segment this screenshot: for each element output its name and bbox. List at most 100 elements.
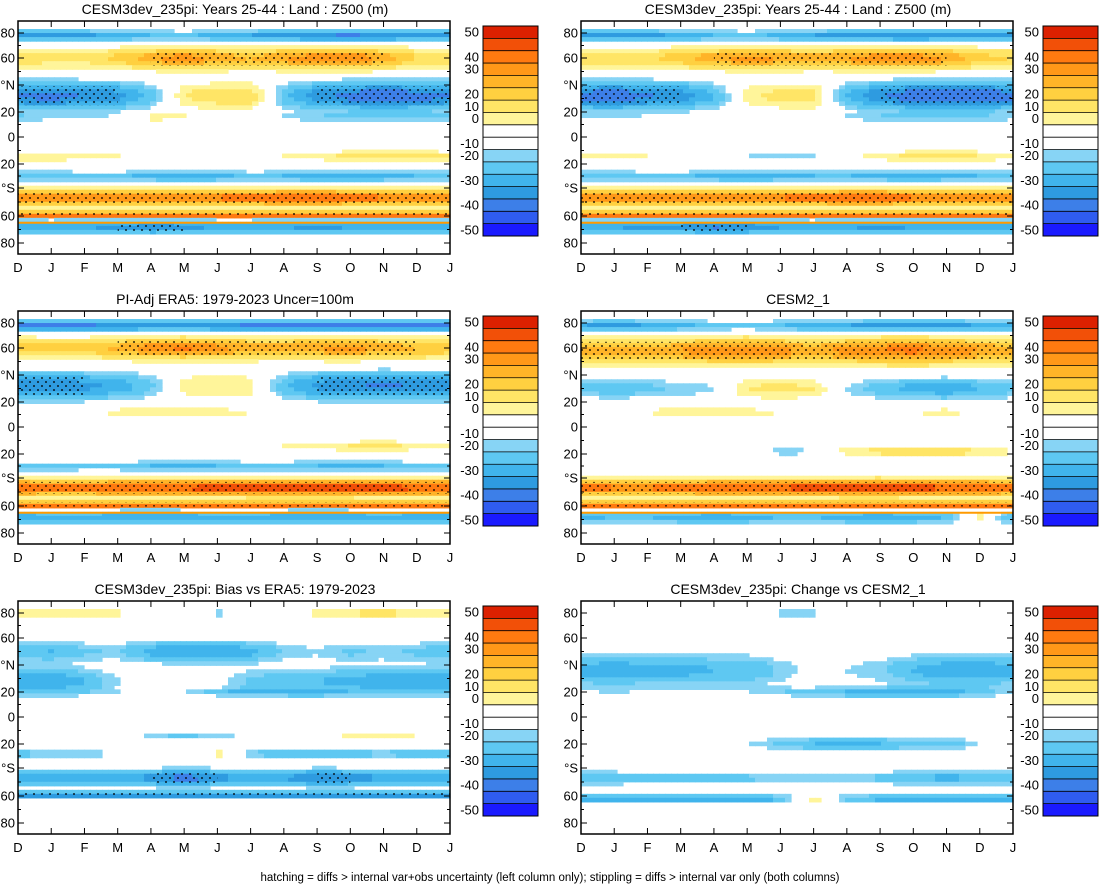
heatmap-cell [629, 65, 636, 70]
heatmap-cell [785, 209, 792, 215]
heatmap-cell [144, 229, 151, 235]
y-tick-label: 60 [1, 51, 15, 66]
heatmap-cell [36, 49, 43, 54]
heatmap-cell [402, 117, 409, 123]
heatmap-cell [971, 177, 978, 183]
heatmap-cell [1001, 65, 1008, 70]
heatmap-cell [773, 153, 780, 159]
heatmap-cell [911, 29, 918, 34]
heatmap-cell [959, 209, 966, 215]
heatmap-cell [30, 169, 37, 175]
heatmap-cell [342, 33, 349, 38]
heatmap-cell [102, 29, 109, 34]
heatmap-cell [444, 49, 451, 54]
heatmap-cell [258, 225, 265, 231]
colorbar-label: -20 [460, 148, 479, 163]
heatmap-cell [869, 89, 876, 94]
heatmap-cell [869, 65, 876, 70]
heatmap-cell [312, 221, 319, 227]
heatmap-cell [779, 45, 786, 50]
heatmap-cell [72, 77, 79, 82]
heatmap-cell [755, 29, 762, 34]
heatmap-cell [36, 153, 43, 159]
heatmap-cell [96, 109, 103, 114]
heatmap-cell [66, 57, 73, 62]
heatmap-cell [893, 169, 900, 175]
heatmap-cell [989, 229, 996, 235]
heatmap-cell [803, 97, 810, 102]
heatmap-cell [42, 173, 49, 179]
heatmap-cell [390, 37, 397, 42]
stipple-region [317, 51, 351, 66]
heatmap-cell [114, 33, 121, 38]
heatmap-cell [186, 225, 193, 231]
heatmap-cell [893, 117, 900, 123]
stipple-region [317, 191, 351, 204]
heatmap-cell [282, 105, 289, 110]
heatmap-cell [138, 89, 145, 94]
heatmap-cell [408, 149, 415, 155]
heatmap-cell [725, 37, 732, 42]
heatmap-cell [965, 221, 972, 227]
heatmap-cell [701, 209, 708, 215]
heatmap-cell [282, 101, 289, 106]
heatmap-cell [905, 117, 912, 123]
heatmap-cell [887, 117, 894, 123]
heatmap-cell [384, 149, 391, 155]
heatmap-cell [773, 229, 780, 235]
heatmap-cell [384, 217, 391, 223]
heatmap-cell [779, 93, 786, 98]
heatmap-cell [318, 69, 325, 74]
heatmap-cell [156, 93, 163, 98]
heatmap-cell [911, 105, 918, 110]
heatmap-cell [707, 61, 714, 66]
stipple-region [383, 212, 417, 217]
heatmap-cell [66, 221, 73, 227]
heatmap-cell [611, 225, 618, 231]
heatmap-cell [288, 185, 295, 191]
heatmap-cell [300, 201, 307, 207]
stipple-region [581, 86, 615, 106]
heatmap-cell [599, 29, 606, 34]
heatmap-cell [989, 29, 996, 34]
heatmap-cell [875, 217, 882, 223]
heatmap-cell [701, 57, 708, 62]
heatmap-cell [893, 153, 900, 159]
heatmap-cell [258, 185, 265, 191]
heatmap-cell [246, 97, 253, 102]
heatmap-cell [947, 173, 954, 179]
heatmap-cell [336, 221, 343, 227]
heatmap-cell [180, 33, 187, 38]
heatmap-cell [54, 53, 61, 58]
heatmap-cell [294, 37, 301, 42]
heatmap-cell [971, 229, 978, 235]
heatmap-cell [893, 209, 900, 215]
heatmap-cell [641, 173, 648, 179]
heatmap-cell [42, 105, 49, 110]
heatmap-cell [30, 225, 37, 231]
heatmap-cell [731, 201, 738, 207]
heatmap-cell [102, 49, 109, 54]
heatmap-cell [755, 69, 762, 74]
heatmap-cell [444, 221, 451, 227]
heatmap-cell [911, 45, 918, 50]
heatmap-cell [851, 113, 858, 119]
heatmap-cell [216, 69, 223, 74]
heatmap-cell [617, 57, 624, 62]
heatmap-cell [737, 209, 744, 215]
heatmap-cell [66, 113, 73, 119]
heatmap-cell [198, 45, 205, 50]
heatmap-cell [737, 33, 744, 38]
heatmap-cell [809, 93, 816, 98]
heatmap-cell [132, 169, 139, 175]
heatmap-cell [581, 29, 588, 34]
heatmap-cell [935, 37, 942, 42]
heatmap-cell [402, 77, 409, 82]
heatmap-cell [360, 45, 367, 50]
heatmap-cell [372, 153, 379, 159]
heatmap-cell [911, 217, 918, 223]
heatmap-cell [402, 49, 409, 54]
heatmap-cell [689, 37, 696, 42]
heatmap-cell [671, 105, 678, 110]
heatmap-cell [797, 217, 804, 223]
